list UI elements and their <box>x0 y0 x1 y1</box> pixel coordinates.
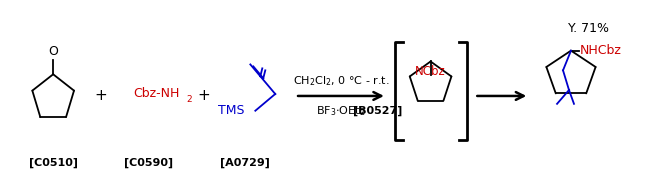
Text: CH$_2$Cl$_2$, 0 °C - r.t.: CH$_2$Cl$_2$, 0 °C - r.t. <box>293 74 389 88</box>
Text: [A0729]: [A0729] <box>220 158 270 168</box>
Text: +: + <box>95 89 107 103</box>
Text: [C0510]: [C0510] <box>28 158 77 168</box>
Text: [B0527]: [B0527] <box>353 106 402 116</box>
Text: NCbz: NCbz <box>415 65 446 78</box>
Text: Y. 71%: Y. 71% <box>569 23 610 36</box>
Text: TMS: TMS <box>218 104 245 117</box>
Text: [C0590]: [C0590] <box>124 158 173 168</box>
Text: NHCbz: NHCbz <box>580 44 622 57</box>
Text: +: + <box>197 89 210 103</box>
Text: 2: 2 <box>187 95 192 104</box>
Text: Cbz-NH: Cbz-NH <box>133 86 179 100</box>
Text: O: O <box>48 44 58 57</box>
Text: BF$_3$$\cdot$OEt$_2$: BF$_3$$\cdot$OEt$_2$ <box>316 104 365 118</box>
